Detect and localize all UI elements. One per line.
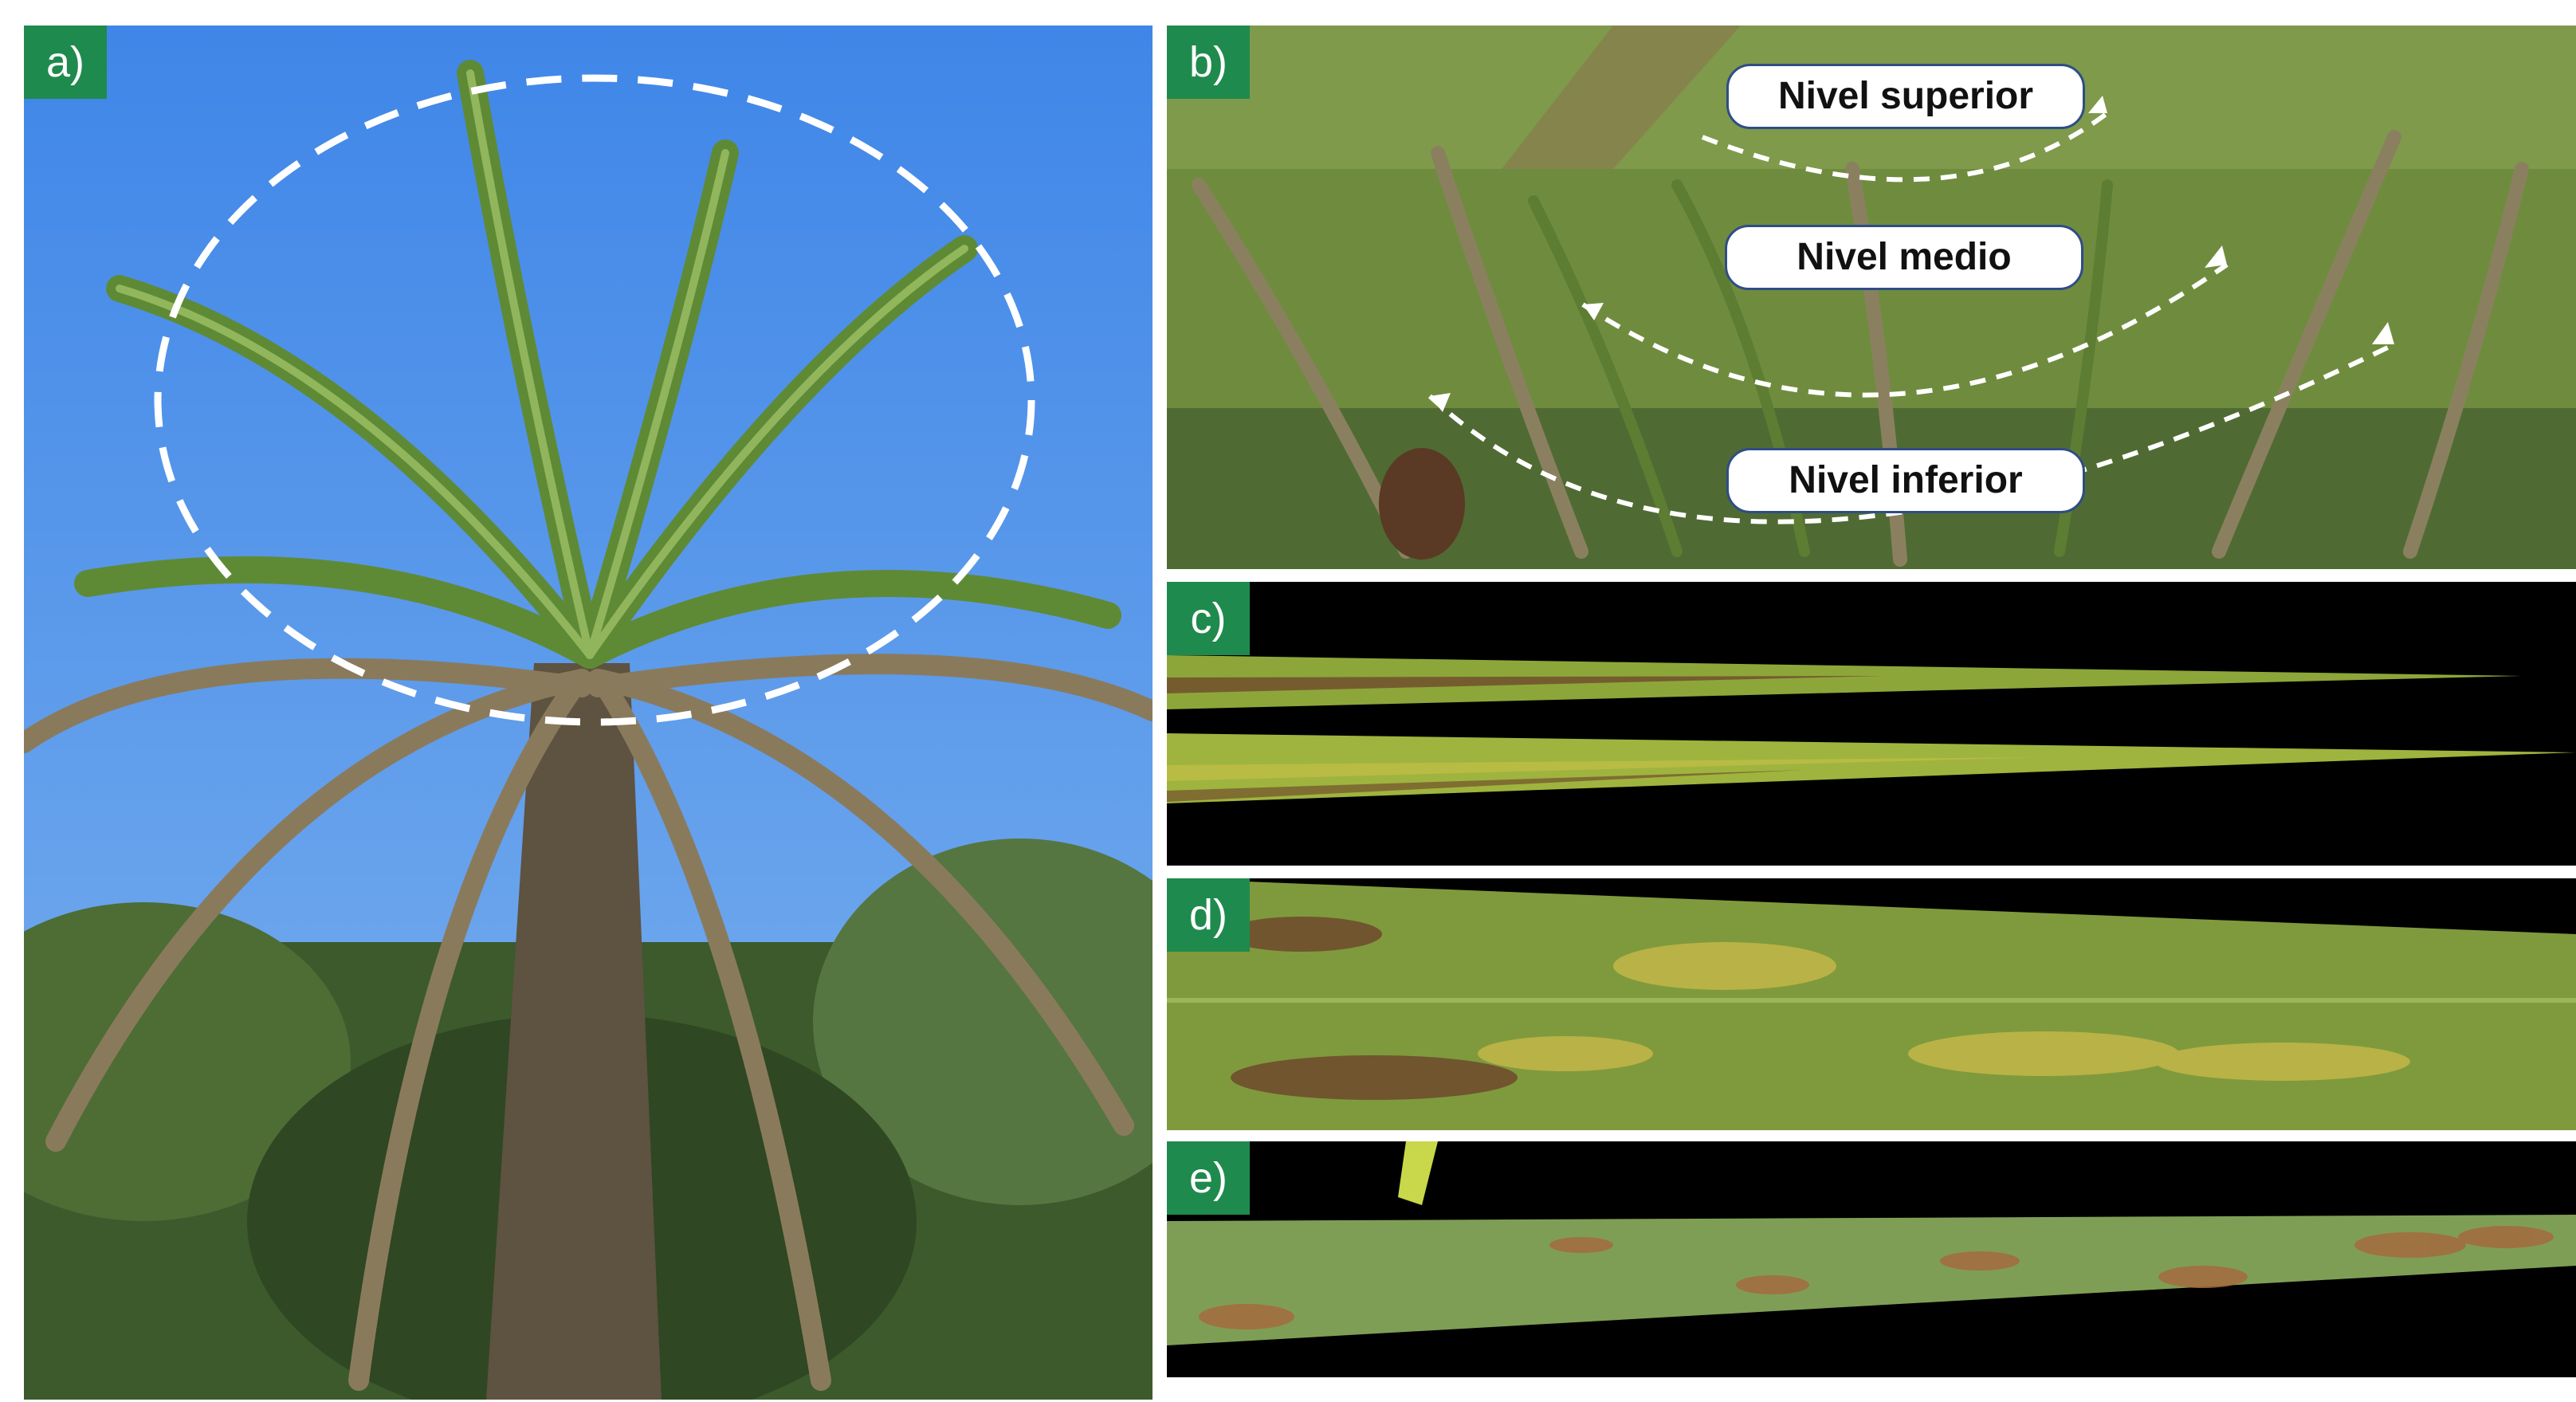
panel-e-tag: e) (1167, 1141, 1250, 1215)
crown-highlight-ellipse (154, 74, 1035, 726)
panel-d-tag: d) (1167, 878, 1250, 952)
leaflet-d-image (1167, 878, 2576, 1130)
panel-b-frond-levels-photo: b) Nivel superior Nivel medio Nivel infe… (1167, 26, 2576, 569)
panel-e-leaflet-photo: e) (1167, 1141, 2576, 1377)
label-nivel-superior: Nivel superior (1726, 64, 2085, 129)
label-nivel-inferior: Nivel inferior (1726, 448, 2085, 513)
panel-d-leaflet-photo: d) (1167, 878, 2576, 1130)
panel-c-leaflets-photo: c) (1167, 582, 2576, 866)
label-nivel-medio: Nivel medio (1725, 225, 2083, 290)
leaflets-c-image (1167, 582, 2576, 866)
panel-c-tag: c) (1167, 582, 1250, 655)
palm-tree-image (24, 26, 1153, 1400)
panel-a-palm-photo: a) (24, 26, 1153, 1400)
leaflet-e-image (1167, 1141, 2576, 1377)
panel-a-tag: a) (24, 26, 107, 99)
panel-b-tag: b) (1167, 26, 1250, 99)
